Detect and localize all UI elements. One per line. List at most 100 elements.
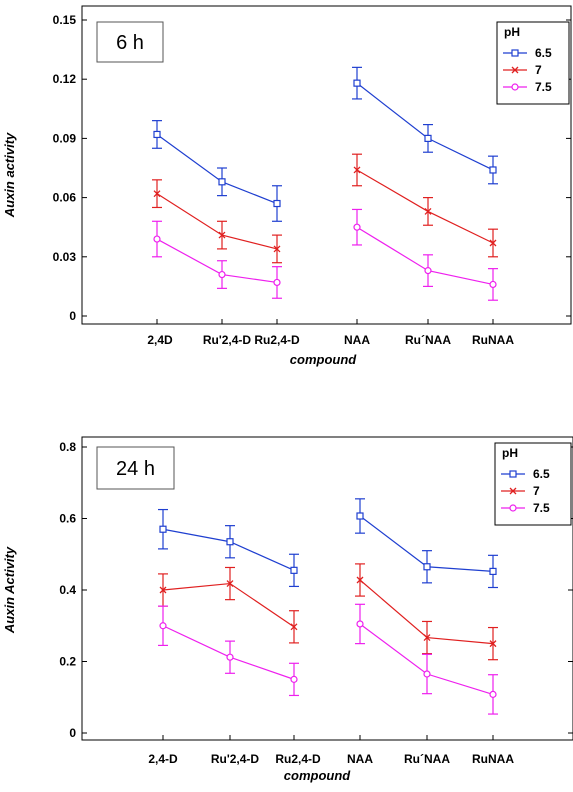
chart-24h-data-point: [226, 580, 234, 588]
chart-24h-data-point: [489, 567, 497, 576]
chart-6h-x-axis-title: compound: [290, 352, 357, 367]
chart-24h-ytick-label: 0.8: [59, 440, 76, 454]
chart-6h-xtick-label: Ru'2,4-D: [203, 333, 252, 347]
chart-6h-legend-box: [496, 21, 570, 105]
chart-6h-data-point: [353, 223, 361, 231]
chart-6h-series-ph-7: [152, 153, 498, 264]
chart-6h-data-point: [273, 245, 281, 253]
chart-6h-ytick-label: 0.03: [53, 250, 77, 264]
chart-6h-data-point: [489, 280, 497, 289]
chart-24h-ytick-label: 0.2: [59, 655, 76, 669]
chart-24h-data-point: [423, 634, 431, 642]
chart-24h-legend-marker: [509, 504, 517, 512]
chart-6h-series-line: [156, 133, 278, 205]
chart-24h-legend-title: pH: [502, 446, 518, 460]
chart-24h-data-point: [423, 563, 431, 571]
chart-24h-svg: 0 0.2 0.4 0.6 0.8 2,4-D Ru'2,4-D Ru2,4-D NAA Ru´N…: [2, 436, 573, 783]
chart-6h-data-point: [489, 239, 497, 247]
chart-24h-legend-marker: [509, 470, 517, 478]
chart-24h-series-line: [162, 625, 295, 680]
chart-24h-ytick-label: 0.4: [59, 583, 76, 597]
chart-24h-legend-label: 7: [533, 484, 540, 498]
chart-24h-xtick-label: Ru'2,4-D: [211, 752, 260, 766]
chart-24h-xtick-label: 2,4-D: [148, 752, 178, 766]
chart-6h-plot-frame: [81, 5, 572, 325]
chart-24h-y-axis-title: Auxin Activity: [2, 546, 17, 634]
chart-6h-data-point: [153, 235, 161, 243]
chart-6h-ytick-label: 0.15: [53, 13, 77, 27]
chart-6h-data-point: [218, 270, 226, 279]
chart-6h-xtick-label: 2,4D: [147, 333, 173, 347]
chart-24h-xtick-label: RuNAA: [472, 752, 514, 766]
chart-6h-data-point: [424, 134, 432, 142]
chart-6h-ytick-label: 0.09: [53, 131, 77, 145]
chart-24h-data-point: [356, 620, 364, 628]
chart-6h-data-point: [424, 207, 432, 215]
chart-6h-xtick-label: Ru2,4-D: [254, 333, 300, 347]
chart-6h-ytick-label: 0.12: [53, 72, 77, 86]
chart-6h-series-line: [356, 82, 494, 171]
chart-24h-ytick-label: 0.6: [59, 512, 76, 526]
chart-6h-data-point: [153, 190, 161, 198]
chart-6h-data-point: [353, 79, 361, 87]
chart-24h-xtick-label: Ru´NAA: [404, 752, 450, 766]
chart-6h-legend-label: 6.5: [535, 46, 552, 60]
chart-6h-data-point: [353, 166, 361, 174]
chart-24h-plot-frame: [81, 436, 573, 741]
chart-24h-data-point: [356, 576, 364, 584]
chart-24h-legend-label: 6.5: [533, 467, 550, 481]
chart-6h-series-ph-6-5: [152, 66, 498, 222]
chart-24h-data-point: [159, 525, 167, 533]
chart-6h-data-point: [218, 178, 226, 186]
chart-24h-series-line: [162, 582, 295, 628]
chart-24h-data-point: [226, 653, 234, 661]
chart-24h-time-label: 24 h: [116, 458, 155, 480]
chart-24h-data-point: [290, 675, 298, 683]
chart-24h-xtick-label: NAA: [347, 752, 373, 766]
chart-24h-legend-marker: [509, 487, 517, 495]
chart-6h-legend-label: 7.5: [535, 80, 552, 94]
chart-24h-data-point: [489, 640, 497, 648]
chart-6h-data-point: [273, 278, 281, 287]
chart-6h-data-point: [153, 130, 161, 139]
chart-24h-x-axis-title: compound: [284, 768, 351, 783]
chart-6h-time-box: [96, 21, 164, 63]
chart-24h-data-point: [423, 670, 431, 678]
chart-6h-legend-marker: [511, 66, 519, 74]
chart-6h-xtick-label: Ru´NAA: [405, 333, 451, 347]
chart-24h-series-ph-6-5: [158, 498, 498, 589]
chart-24h-xtick-label: Ru2,4-D: [275, 752, 321, 766]
chart-6h-ytick-label: 0: [69, 309, 76, 323]
chart-6h-legend-title: pH: [504, 25, 520, 39]
chart-24h-legend-box: [494, 442, 572, 526]
chart-6h-legend-marker: [511, 49, 519, 57]
chart-24h: 0 0.2 0.4 0.6 0.8 2,4-D Ru'2,4-D Ru2,4-D NAA Ru´N…: [0, 425, 573, 792]
chart-6h-data-point: [218, 231, 226, 239]
chart-6h-series-line: [356, 226, 494, 286]
chart-6h-xtick-label: RuNAA: [472, 333, 514, 347]
chart-24h-data-point: [226, 538, 234, 546]
chart-24h-data-point: [159, 622, 167, 630]
chart-24h-legend-label: 7.5: [533, 501, 550, 515]
chart-6h-legend-label: 7: [535, 63, 542, 77]
chart-6h-xtick-label: NAA: [344, 333, 370, 347]
chart-6h-time-label: 6 h: [116, 32, 144, 54]
chart-6h-svg: 0 0.03 0.06 0.09 0.12 0.15 2,4D Ru'2,4-D Ru2,4-D…: [2, 5, 572, 367]
chart-24h-time-box: [96, 446, 175, 490]
chart-6h-data-point: [489, 166, 497, 174]
chart-6h-series-ph-7-5: [152, 208, 498, 301]
chart-6h-ytick-label: 0.06: [53, 191, 77, 205]
chart-24h-series-ph-7: [158, 563, 498, 661]
chart-24h-data-point: [159, 586, 167, 594]
chart-24h-data-point: [489, 690, 497, 698]
chart-6h-data-point: [273, 199, 281, 208]
chart-24h-data-point: [290, 623, 298, 631]
chart-24h-data-point: [290, 566, 298, 574]
chart-24h-ytick-label: 0: [69, 726, 76, 740]
chart-24h-data-point: [356, 512, 364, 520]
chart-6h-legend-marker: [511, 83, 519, 91]
chart-6h-y-axis-title: Auxin activity: [2, 132, 17, 218]
chart-6h-data-point: [424, 267, 432, 275]
chart-24h-series-ph-7-5: [158, 603, 498, 715]
chart-6h-series-line: [356, 169, 494, 244]
